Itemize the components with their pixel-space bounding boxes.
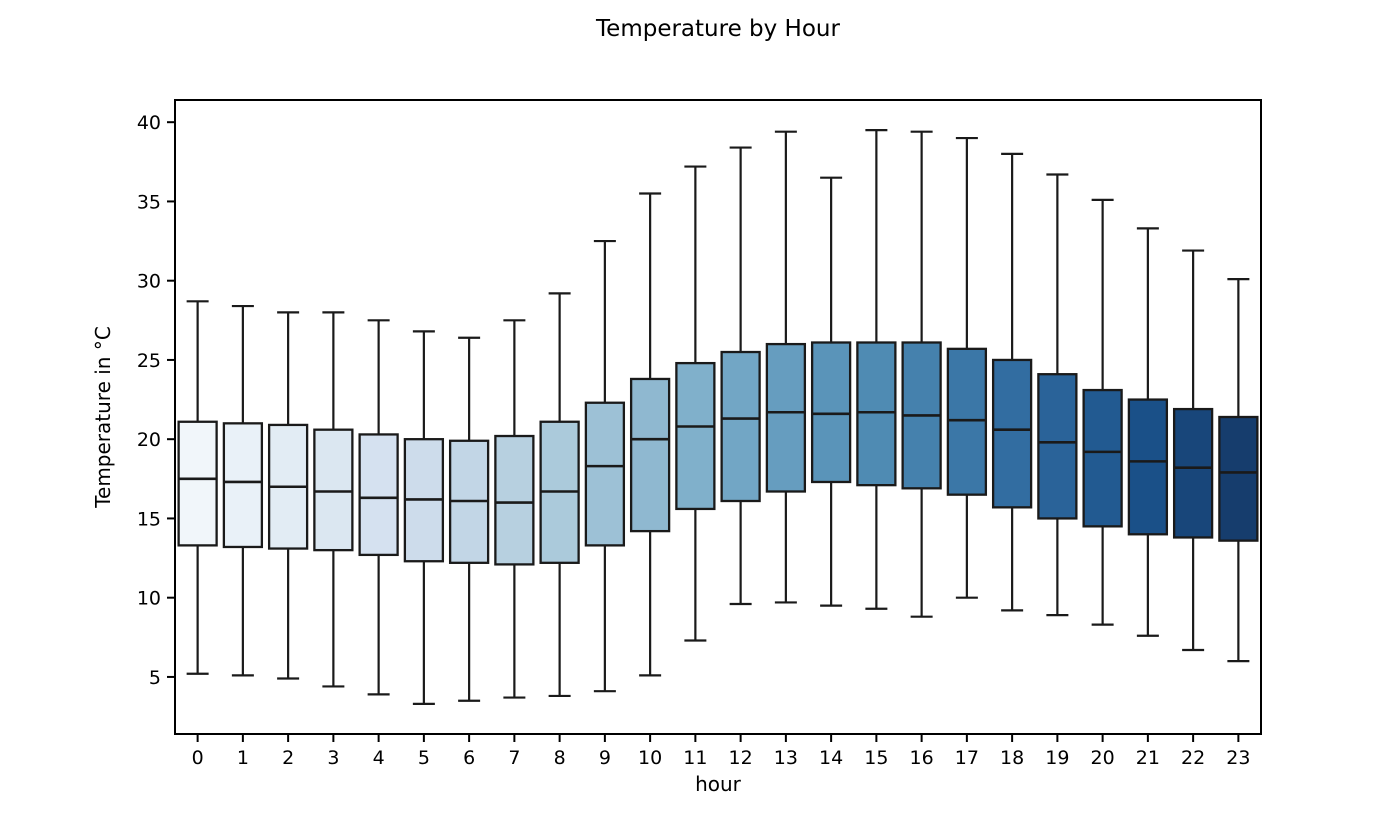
iqr-box bbox=[494, 434, 535, 566]
iqr-box bbox=[810, 341, 852, 484]
iqr-box bbox=[177, 420, 218, 547]
x-tick-label: 9 bbox=[599, 747, 611, 769]
x-tick-label: 11 bbox=[683, 747, 707, 769]
box-hour-9 bbox=[584, 239, 626, 693]
x-tick-label: 0 bbox=[192, 747, 204, 769]
y-tick-label: 40 bbox=[137, 112, 161, 134]
iqr-box bbox=[675, 361, 716, 511]
iqr-box bbox=[946, 347, 988, 496]
iqr-box bbox=[720, 350, 761, 503]
chart-title: Temperature by Hour bbox=[596, 16, 840, 42]
x-tick-label: 22 bbox=[1181, 747, 1205, 769]
box-hour-10 bbox=[629, 192, 671, 677]
iqr-box bbox=[1082, 388, 1123, 528]
x-tick-label: 3 bbox=[327, 747, 339, 769]
box-hour-14 bbox=[810, 176, 852, 607]
x-tick-label: 19 bbox=[1045, 747, 1069, 769]
box-hour-15 bbox=[856, 129, 897, 610]
x-tick-label: 5 bbox=[418, 747, 430, 769]
iqr-box bbox=[1037, 373, 1078, 520]
x-tick-label: 8 bbox=[554, 747, 566, 769]
box-hour-23 bbox=[1218, 278, 1259, 663]
x-tick-label: 1 bbox=[237, 747, 249, 769]
box-hour-6 bbox=[448, 336, 490, 702]
iqr-box bbox=[584, 401, 626, 547]
iqr-box bbox=[313, 428, 354, 552]
x-tick-label: 10 bbox=[638, 747, 662, 769]
iqr-box bbox=[856, 341, 897, 487]
box-hour-0 bbox=[177, 300, 218, 675]
box-hour-2 bbox=[267, 311, 309, 680]
x-tick-label: 12 bbox=[729, 747, 753, 769]
iqr-box bbox=[1127, 398, 1169, 536]
x-tick-label: 16 bbox=[910, 747, 934, 769]
y-tick-label: 10 bbox=[137, 588, 161, 610]
box-hour-21 bbox=[1127, 227, 1169, 637]
iqr-box bbox=[765, 342, 807, 493]
x-tick-label: 23 bbox=[1226, 747, 1250, 769]
box-hour-17 bbox=[946, 136, 988, 599]
x-tick-label: 4 bbox=[373, 747, 385, 769]
axes-frame bbox=[174, 99, 1262, 735]
x-tick-label: 20 bbox=[1091, 747, 1115, 769]
box-hour-1 bbox=[222, 304, 264, 677]
iqr-box bbox=[358, 433, 399, 557]
x-tick-label: 7 bbox=[508, 747, 520, 769]
y-tick-label: 20 bbox=[137, 429, 161, 451]
x-tick-label: 13 bbox=[774, 747, 798, 769]
x-tick-label: 2 bbox=[282, 747, 294, 769]
box-hour-19 bbox=[1037, 173, 1078, 617]
box-hour-16 bbox=[901, 130, 942, 618]
box-hour-4 bbox=[358, 319, 399, 696]
x-tick-label: 14 bbox=[819, 747, 843, 769]
box-hour-20 bbox=[1082, 198, 1123, 626]
x-tick-label: 21 bbox=[1136, 747, 1160, 769]
box-hour-7 bbox=[494, 319, 535, 699]
box-hour-22 bbox=[1172, 249, 1214, 652]
box-hour-3 bbox=[313, 311, 354, 688]
iqr-box bbox=[1172, 407, 1214, 539]
y-tick-label: 35 bbox=[137, 191, 161, 213]
y-tick-label: 25 bbox=[137, 350, 161, 372]
box-hour-5 bbox=[403, 330, 445, 705]
y-tick-label: 5 bbox=[149, 667, 161, 689]
iqr-box bbox=[991, 358, 1033, 509]
x-tick-label: 15 bbox=[864, 747, 888, 769]
iqr-box bbox=[1218, 415, 1259, 542]
x-tick-label: 17 bbox=[955, 747, 979, 769]
iqr-box bbox=[629, 377, 671, 533]
box-hour-13 bbox=[765, 130, 807, 604]
y-tick-label: 30 bbox=[137, 271, 161, 293]
box-hour-12 bbox=[720, 146, 761, 606]
box-hour-11 bbox=[675, 165, 716, 642]
box-hour-8 bbox=[539, 292, 580, 698]
iqr-box bbox=[222, 422, 264, 549]
x-axis-label: hour bbox=[695, 772, 741, 796]
y-tick-label: 15 bbox=[137, 508, 161, 530]
x-tick-label: 6 bbox=[463, 747, 475, 769]
box-hour-18 bbox=[991, 152, 1033, 612]
x-tick-label: 18 bbox=[1000, 747, 1024, 769]
